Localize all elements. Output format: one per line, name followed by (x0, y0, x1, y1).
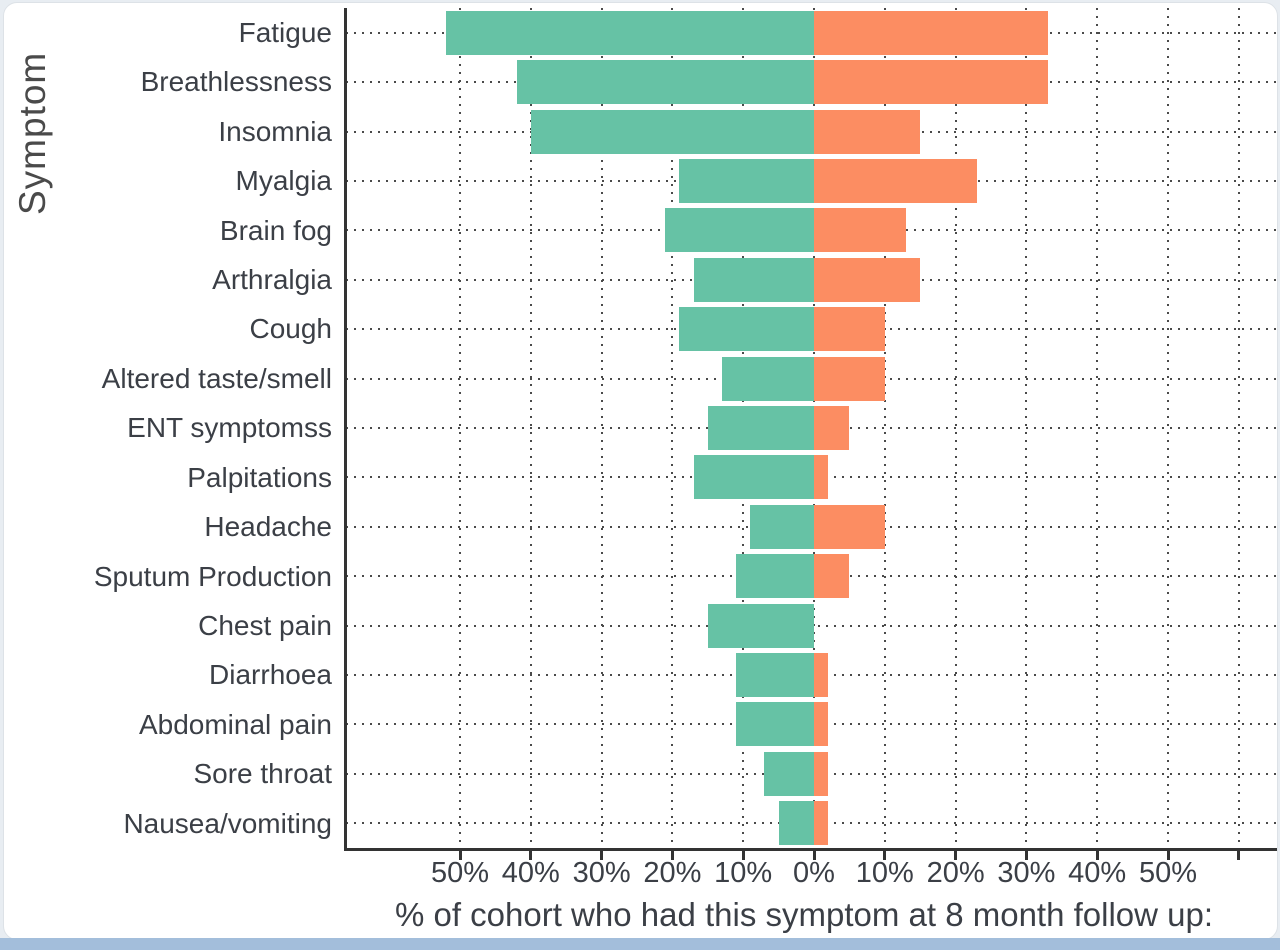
x-tick-label: 40% (1068, 857, 1127, 889)
category-label: Cough (249, 313, 332, 345)
x-tick-label: 30% (572, 857, 631, 889)
bar-left-5 (693, 257, 814, 302)
bar-left-16 (778, 801, 814, 846)
bar-left-0 (445, 10, 814, 55)
category-label: Altered taste/smell (101, 362, 332, 394)
x-tick-label: 10% (714, 857, 773, 889)
bar-right-4 (814, 208, 907, 253)
bar-right-16 (814, 801, 829, 846)
bar-left-15 (764, 751, 814, 796)
category-label: Sputum Production (93, 560, 332, 592)
x-axis-tick (1095, 851, 1099, 860)
x-axis-tick (458, 851, 462, 860)
x-tick-label: 30% (997, 857, 1056, 889)
category-label: Arthralgia (212, 264, 332, 296)
y-axis-line (344, 8, 347, 851)
category-label: Headache (204, 511, 332, 543)
x-axis-tick (741, 851, 745, 860)
bar-right-13 (814, 653, 829, 698)
x-axis-tick (883, 851, 887, 860)
bar-right-5 (814, 257, 921, 302)
category-label: Abdominal pain (138, 708, 332, 740)
category-label: Diarrhoea (209, 659, 332, 691)
category-label: Palpitations (187, 461, 332, 493)
bar-right-10 (814, 504, 885, 549)
plot-area (346, 8, 1277, 848)
bar-left-3 (679, 158, 814, 203)
x-tick-label: 0% (793, 857, 835, 889)
category-labels: Fatigue Breathlessness Insomnia Myalgia Brai… (4, 8, 332, 848)
category-label: Sore throat (193, 758, 332, 790)
bar-left-2 (530, 109, 814, 154)
chart-card: Symptom Fatigue Breathlessness Insomnia Mya… (3, 2, 1278, 940)
category-label: Insomnia (218, 115, 332, 147)
x-axis-line (344, 848, 1277, 851)
bar-right-11 (814, 554, 850, 599)
bar-right-6 (814, 307, 885, 352)
x-tick-label: 10% (855, 857, 914, 889)
bar-left-11 (736, 554, 814, 599)
category-label: Breathlessness (140, 66, 332, 98)
category-label: Myalgia (235, 165, 332, 197)
bar-right-0 (814, 10, 1048, 55)
category-label: Fatigue (238, 17, 332, 48)
bar-left-7 (721, 356, 814, 401)
category-label: ENT symptomss (127, 412, 332, 444)
bar-left-9 (693, 455, 814, 500)
bar-left-10 (750, 504, 814, 549)
x-axis-tick (954, 851, 958, 860)
x-axis-title: % of cohort who had this symptom at 8 mo… (394, 896, 1214, 933)
bar-left-6 (679, 307, 814, 352)
bar-left-1 (516, 60, 814, 105)
x-axis-tick (1024, 851, 1028, 860)
bar-right-9 (814, 455, 829, 500)
x-axis-tick (812, 851, 816, 860)
x-axis-tick (1166, 851, 1170, 860)
bar-left-14 (736, 702, 814, 747)
category-label: Brain fog (219, 214, 332, 246)
x-axis-tick (600, 851, 604, 860)
page-bottom-strip (0, 938, 1280, 950)
bar-right-14 (814, 702, 829, 747)
bar-right-8 (814, 406, 850, 450)
x-axis-tick (529, 851, 533, 860)
bar-right-2 (814, 109, 921, 154)
bar-left-13 (736, 653, 814, 698)
x-tick-label: 40% (501, 857, 560, 889)
bar-right-1 (814, 60, 1048, 105)
bar-left-4 (665, 208, 814, 253)
x-tick-label: 20% (926, 857, 985, 889)
bar-right-15 (814, 751, 829, 796)
x-axis-layer: 50% 40% 30% 20% 10% 0% 10% 20% 30% 40% 50% (346, 3, 1277, 939)
x-tick-label: 50% (1138, 857, 1198, 889)
bar-right-3 (814, 158, 977, 203)
x-tick-label: 50% (430, 857, 490, 889)
bar-left-8 (707, 406, 814, 450)
category-label: Chest pain (198, 609, 332, 641)
x-tick-label: 20% (643, 857, 702, 889)
bar-right-7 (814, 356, 885, 401)
category-label: Nausea/vomiting (123, 807, 332, 839)
x-axis-tick (670, 851, 674, 860)
x-axis-tick (1237, 851, 1241, 860)
bar-left-12 (707, 603, 814, 648)
